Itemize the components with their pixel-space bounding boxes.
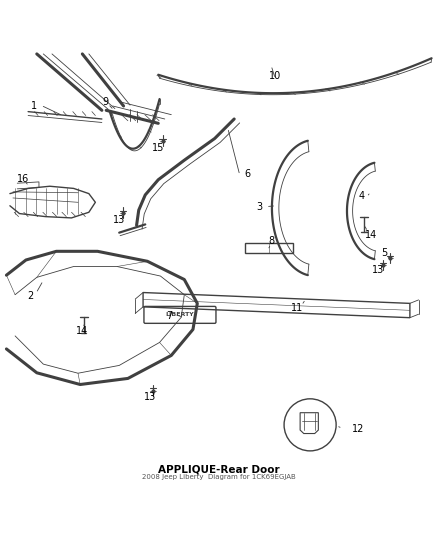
Text: 7: 7 — [166, 311, 172, 321]
Text: 14: 14 — [365, 230, 378, 240]
Text: 6: 6 — [244, 169, 250, 179]
Text: 4: 4 — [358, 191, 364, 201]
Text: 8: 8 — [268, 236, 274, 246]
Text: 2: 2 — [27, 291, 33, 301]
Text: LIBERTY: LIBERTY — [166, 312, 194, 317]
Text: 16: 16 — [17, 174, 29, 184]
Text: 10: 10 — [269, 71, 282, 82]
Text: 12: 12 — [352, 424, 364, 434]
Text: 3: 3 — [256, 201, 262, 212]
Bar — [245, 243, 293, 254]
Text: 14: 14 — [76, 326, 88, 336]
Text: 5: 5 — [381, 248, 387, 259]
Text: 13: 13 — [144, 392, 156, 402]
Text: 15: 15 — [152, 143, 164, 152]
Text: 13: 13 — [372, 265, 384, 275]
Text: 13: 13 — [113, 215, 125, 224]
Text: 11: 11 — [291, 303, 303, 313]
Text: 2008 Jeep Liberty  Diagram for 1CK69EGJAB: 2008 Jeep Liberty Diagram for 1CK69EGJAB — [142, 474, 296, 480]
Text: APPLIQUE-Rear Door: APPLIQUE-Rear Door — [158, 465, 280, 475]
Text: 1: 1 — [31, 101, 37, 111]
Text: 9: 9 — [102, 96, 108, 107]
